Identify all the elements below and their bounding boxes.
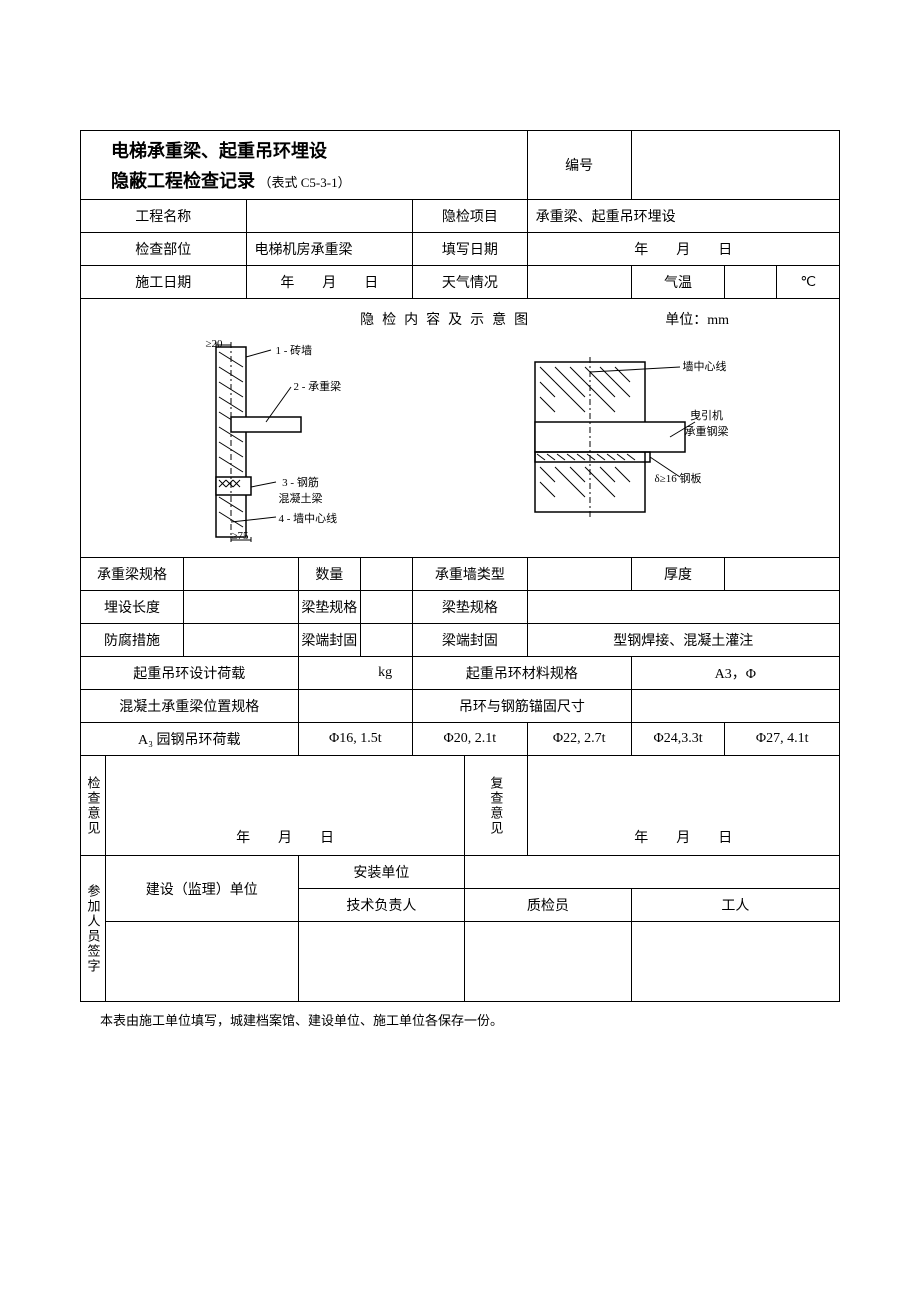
diagram-left: ≥20 1 - 砖墙 2 - 承重梁 3 - 钢筋 混凝土梁 4 - 墙中心线 … [176, 342, 356, 542]
pad-spec2-value[interactable] [527, 591, 839, 624]
seal2-label: 梁端封固 [413, 624, 528, 657]
embed-len-value[interactable] [184, 591, 299, 624]
dim-top: ≥20 [206, 338, 223, 350]
pad-spec-value[interactable] [361, 591, 413, 624]
phi22: Φ22, 2.7t [527, 723, 631, 756]
anticorr-label: 防腐措施 [81, 624, 184, 657]
label-1: 1 - 砖墙 [276, 342, 313, 358]
temp-label: 气温 [631, 266, 725, 299]
anchor-size-label: 吊环与钢筋锚固尺寸 [413, 690, 632, 723]
design-load-unit: kg [298, 657, 413, 690]
tech-lead-label: 技术负责人 [298, 889, 465, 922]
construct-date-label: 施工日期 [81, 266, 247, 299]
check-part-label: 检查部位 [81, 233, 247, 266]
label-2: 2 - 承重梁 [294, 378, 342, 394]
concrete-pos-value[interactable] [298, 690, 413, 723]
install-value[interactable] [465, 856, 840, 889]
worker-sig[interactable] [631, 922, 839, 1002]
label-3: 3 - 钢筋 混凝土梁 [279, 474, 323, 506]
tech-lead-sig[interactable] [298, 922, 465, 1002]
builder-sig[interactable] [105, 922, 298, 1002]
temp-value[interactable] [725, 266, 777, 299]
beam-spec-value[interactable] [184, 558, 299, 591]
right-diagram-svg [525, 352, 745, 532]
diagram-unit: 单位：mm [665, 309, 729, 329]
label-r1: 墙中心线 [683, 358, 727, 374]
label-r3: δ≥16 钢板 [655, 470, 702, 486]
phi27: Φ27, 4.1t [725, 723, 840, 756]
material-spec-label: 起重吊环材料规格 [413, 657, 632, 690]
pad-spec2-label: 梁垫规格 [413, 591, 528, 624]
dim-bot: ≥75 [232, 530, 249, 542]
seal-label: 梁端封固 [298, 624, 360, 657]
temp-unit: ℃ [777, 266, 840, 299]
phi20: Φ20, 2.1t [413, 723, 528, 756]
title-main: 电梯承重梁、起重吊环埋设 [111, 137, 523, 163]
design-load-label: 起重吊环设计荷载 [81, 657, 299, 690]
check-opinion-label: 检查意见 [81, 756, 106, 856]
fill-date-label: 填写日期 [413, 233, 528, 266]
diagram-header: 隐检内容及示意图 单位：mm [91, 309, 829, 329]
weather-label: 天气情况 [413, 266, 528, 299]
participants-label: 参加人员签字 [81, 856, 106, 1002]
check-date[interactable]: 年 月 日 [105, 756, 464, 856]
recheck-opinion-label: 复查意见 [465, 756, 527, 856]
title-cell: 电梯承重梁、起重吊环埋设 隐蔽工程检查记录 （表式 C5-3-1） [81, 131, 528, 200]
install-label: 安装单位 [298, 856, 465, 889]
phi24: Φ24,3.3t [631, 723, 725, 756]
diagram-title: 隐检内容及示意图 [360, 313, 536, 328]
number-value[interactable] [631, 131, 839, 200]
wall-type-value[interactable] [527, 558, 631, 591]
seal-value: 型钢焊接、混凝土灌注 [527, 624, 839, 657]
title-sub: 隐蔽工程检查记录 [111, 171, 255, 191]
worker-label: 工人 [631, 889, 839, 922]
number-label: 编号 [527, 131, 631, 200]
check-part-value: 电梯机房承重梁 [246, 233, 413, 266]
diagram-cell: 隐检内容及示意图 单位：mm [81, 299, 840, 558]
main-table: 电梯承重梁、起重吊环埋设 隐蔽工程检查记录 （表式 C5-3-1） 编号 工程名… [80, 130, 840, 1002]
diagram-right: 墙中心线 曳引机 承重钢梁 δ≥16 钢板 [525, 352, 745, 532]
qc-label: 质检员 [465, 889, 632, 922]
thickness-label: 厚度 [631, 558, 725, 591]
weather-value[interactable] [527, 266, 631, 299]
qty-label: 数量 [298, 558, 360, 591]
hidden-item-label: 隐检项目 [413, 200, 528, 233]
material-spec-value: A3，Φ [631, 657, 839, 690]
a3-label: A₃ 园钢吊环荷载 [81, 723, 299, 756]
qc-sig[interactable] [465, 922, 632, 1002]
project-name-value[interactable] [246, 200, 413, 233]
hidden-item-value: 承重梁、起重吊环埋设 [527, 200, 839, 233]
pad-spec-label: 梁垫规格 [298, 591, 360, 624]
qty-value[interactable] [361, 558, 413, 591]
anchor-size-value[interactable] [631, 690, 839, 723]
anticorr-value[interactable] [184, 624, 299, 657]
beam-spec-label: 承重梁规格 [81, 558, 184, 591]
form-container: 电梯承重梁、起重吊环埋设 隐蔽工程检查记录 （表式 C5-3-1） 编号 工程名… [80, 130, 840, 1029]
thickness-value[interactable] [725, 558, 840, 591]
seal-value-1[interactable] [361, 624, 413, 657]
recheck-date[interactable]: 年 月 日 [527, 756, 839, 856]
fill-date-value[interactable]: 年 月 日 [527, 233, 839, 266]
embed-len-label: 埋设长度 [81, 591, 184, 624]
label-r2: 曳引机 承重钢梁 [685, 407, 729, 439]
label-4: 4 - 墙中心线 [279, 510, 338, 526]
phi16: Φ16, 1.5t [298, 723, 413, 756]
project-name-label: 工程名称 [81, 200, 247, 233]
concrete-pos-label: 混凝土承重梁位置规格 [81, 690, 299, 723]
builder-label: 建设（监理）单位 [105, 856, 298, 922]
wall-type-label: 承重墙类型 [413, 558, 528, 591]
form-code: （表式 C5-3-1） [259, 175, 351, 190]
footnote: 本表由施工单位填写，城建档案馆、建设单位、施工单位各保存一份。 [80, 1010, 840, 1029]
construct-date-value[interactable]: 年 月 日 [246, 266, 413, 299]
